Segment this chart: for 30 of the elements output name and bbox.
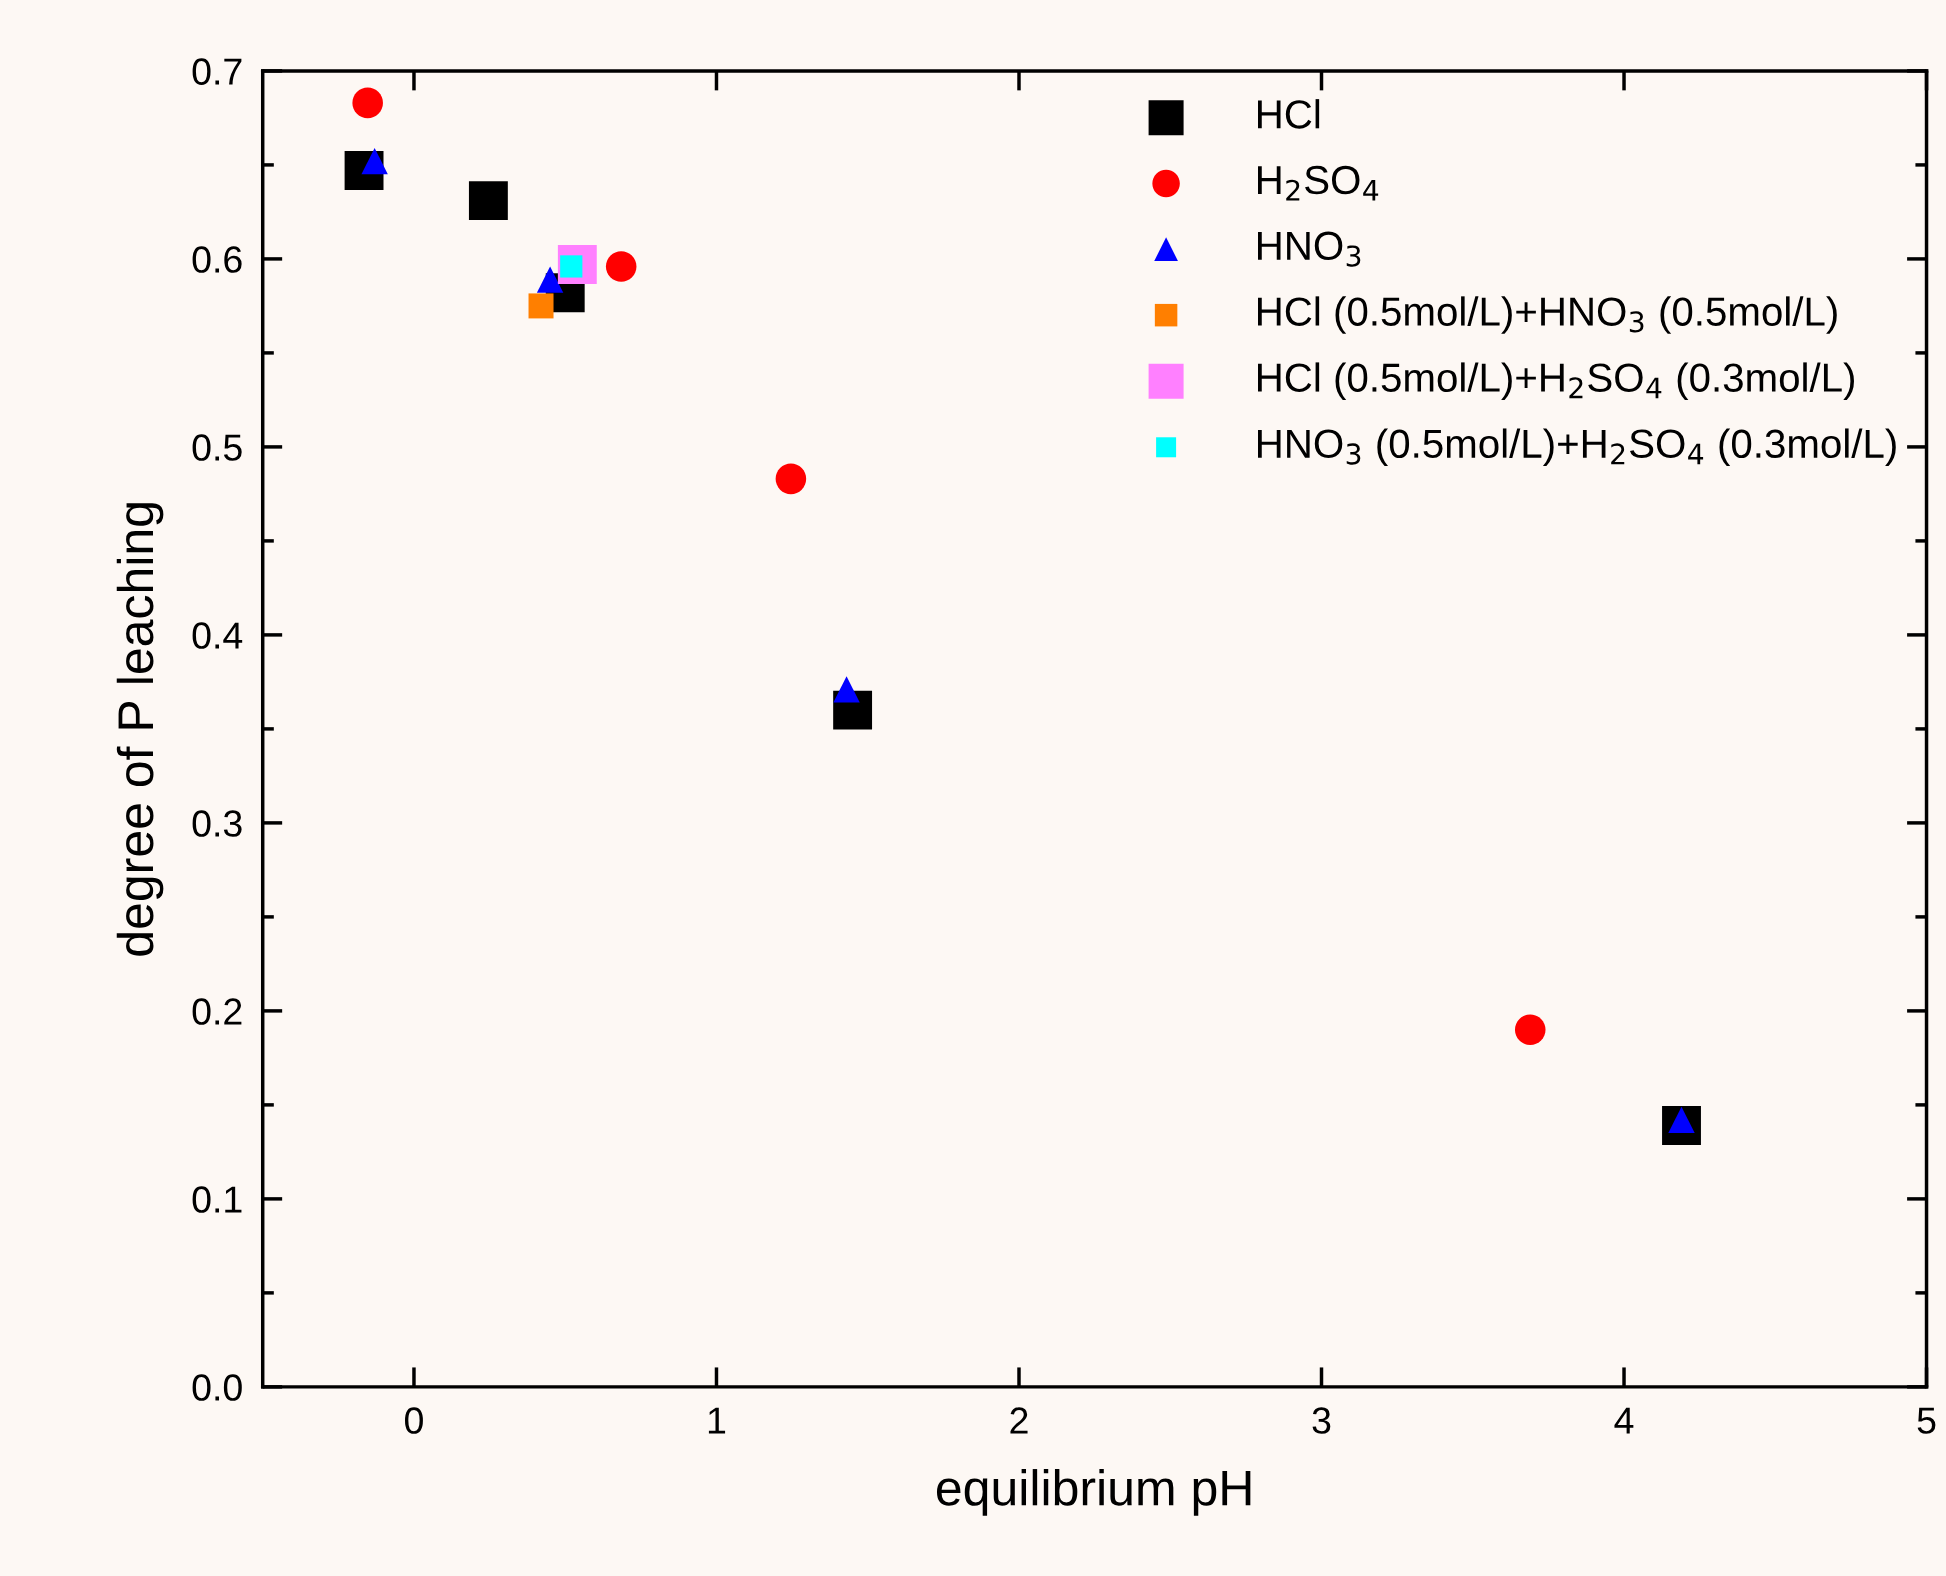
y-tick-label: 0.2 [192,998,242,1025]
y-tick-label: 0.5 [192,434,242,461]
x-tick-label: 0 [405,1407,423,1434]
legend-label: HCl [1258,99,1320,129]
x-tick-label: 5 [1917,1407,1936,1434]
point [775,463,807,495]
legend-label: HNO$_{3}$ [1258,231,1361,267]
y-tick-label: 0.7 [192,58,242,85]
point [833,676,860,703]
y-tick-label: 0.1 [192,1186,242,1213]
y-tick-label: 0.3 [192,810,242,837]
point [536,266,564,293]
x-tick-label: 1 [708,1407,726,1434]
y-tick-label: 0.4 [192,622,243,649]
point [605,251,637,282]
legend-label: HCl (0.5mol/L)+H$_{2}$SO$_{4}$ (0.3mol/L) [1258,362,1854,400]
point [468,181,508,221]
y-axis-title: degree of P leaching [116,503,164,956]
y-tick-label: 0.0 [192,1374,242,1401]
y-tick-label: 0.6 [192,246,242,273]
point [352,87,383,119]
point [1514,1014,1546,1045]
x-tick-label: 2 [1010,1407,1028,1434]
legend-label: HNO$_{3}$ (0.5mol/L)+H$_{2}$SO$_{4}$ (0.3mol/L) [1258,428,1896,466]
legend-label: H$_{2}$SO$_{4}$ [1258,165,1379,201]
legend-label: HCl (0.5mol/L)+HNO$_{3}$ (0.5mol/L) [1258,296,1837,334]
x-tick-label: 3 [1312,1407,1331,1434]
point [528,293,554,319]
x-axis-title: equilibrium pH [936,1469,1251,1516]
x-tick-label: 4 [1614,1407,1634,1434]
